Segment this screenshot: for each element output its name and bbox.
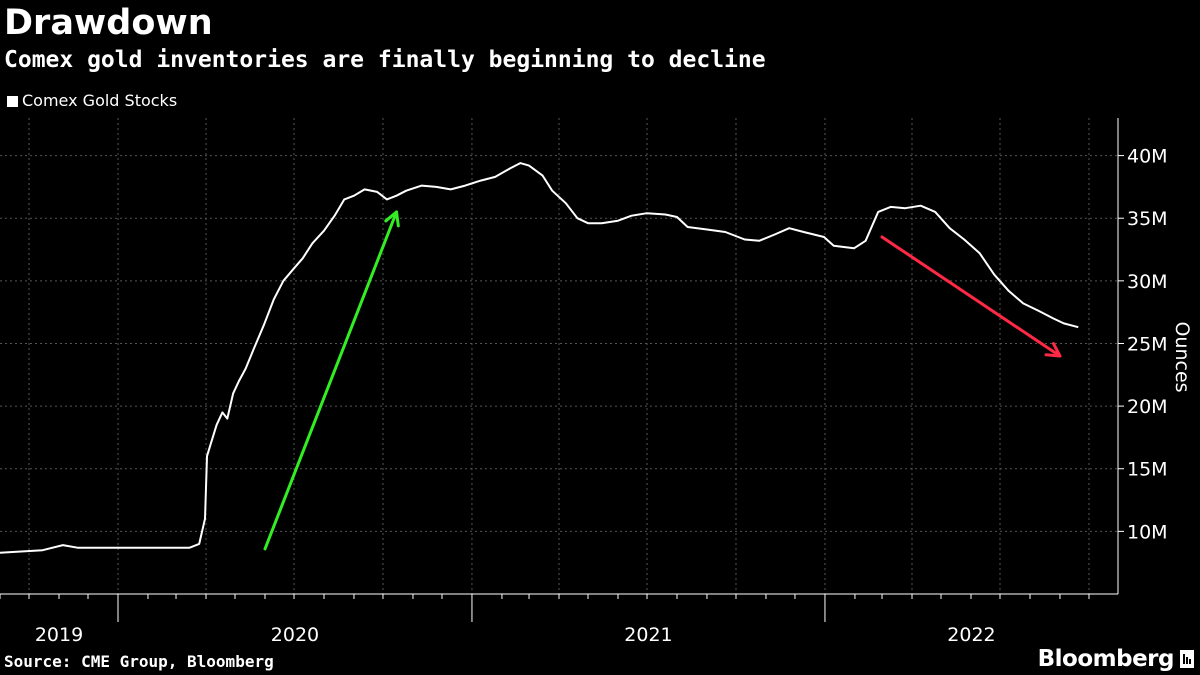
annotation-layer	[263, 210, 1062, 551]
chart-title: Drawdown	[4, 3, 213, 43]
bloomberg-logo: Bloomberg	[1038, 646, 1194, 672]
legend: Comex Gold Stocks	[7, 91, 177, 111]
axes	[0, 118, 1124, 622]
x-tick-label: 2022	[947, 624, 995, 646]
red-down-arrow-head	[1044, 342, 1062, 358]
y-tick-label: 35M	[1127, 208, 1168, 230]
tick-labels: 10M 15M 20M 25M 30M 35M 40M 2019 2020 2021 2022	[35, 146, 1168, 646]
x-tick-label: 2019	[35, 624, 83, 646]
bloomberg-mark-icon	[1180, 650, 1194, 668]
y-tick-label: 10M	[1127, 521, 1168, 543]
series-layer	[0, 162, 1079, 554]
legend-label: Comex Gold Stocks	[22, 91, 178, 110]
chart-subtitle: Comex gold inventories are finally begin…	[4, 47, 766, 73]
x-tick-label: 2020	[271, 624, 319, 646]
red-down-arrow-shaft	[880, 235, 1062, 358]
y-tick-label: 30M	[1127, 271, 1168, 293]
source-note: Source: CME Group, Bloomberg	[4, 652, 274, 671]
legend-swatch	[7, 95, 18, 107]
y-axis-label: Ounces	[1171, 321, 1193, 392]
grid-lines	[0, 118, 1118, 594]
brand-name: Bloomberg	[1037, 646, 1175, 672]
green-up-arrow	[263, 210, 400, 551]
y-tick-label: 20M	[1127, 396, 1168, 418]
y-tick-label: 15M	[1127, 459, 1168, 481]
y-tick-label: 40M	[1127, 146, 1168, 168]
green-up-arrow-head	[384, 210, 400, 228]
series-line-comex-gold-stocks	[0, 162, 1079, 554]
y-tick-label: 25M	[1127, 333, 1168, 355]
red-down-arrow	[880, 235, 1062, 358]
x-tick-label: 2021	[624, 624, 672, 646]
green-up-arrow-shaft	[263, 210, 399, 551]
